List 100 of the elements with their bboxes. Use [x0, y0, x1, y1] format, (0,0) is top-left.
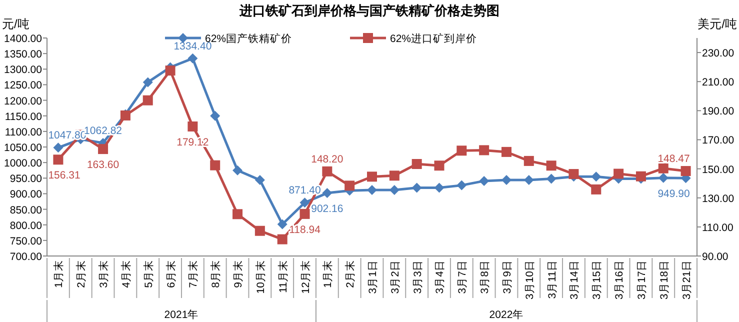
point	[412, 182, 422, 193]
x-tick-label: 10月末	[254, 260, 267, 294]
x-tick-label: 11月末	[276, 260, 290, 293]
point	[188, 53, 198, 64]
y-tick-label: 850.00	[10, 204, 42, 216]
point	[254, 226, 265, 236]
x-tick-label: 3月21日	[680, 260, 693, 300]
x-tick-label: 3月8日	[479, 260, 492, 294]
point	[434, 160, 444, 171]
legend-label: 62%国产铁精矿价	[205, 32, 292, 45]
text: 2022年	[489, 309, 524, 321]
y-tick-label: 1250.00	[4, 80, 42, 92]
x-tick-label: 3月15日	[591, 260, 604, 300]
x-tick-label: 3月1日	[367, 260, 379, 294]
y-tick-label: 1050.00	[4, 142, 42, 154]
point	[412, 159, 422, 170]
point	[680, 166, 691, 176]
point	[53, 154, 64, 165]
y2-tick-label: 90.00	[702, 251, 728, 263]
point	[367, 172, 377, 182]
x-tick-label: 3月7日	[456, 260, 469, 294]
y-tick-label: 1150.00	[4, 110, 42, 123]
point	[322, 188, 332, 198]
data-label: 148.47	[658, 153, 690, 166]
y-tick-label: 950.00	[10, 173, 42, 186]
x-tick-label: 3月3日	[412, 260, 424, 294]
data-label: 902.16	[311, 203, 344, 216]
x-tick-label: 3月10日	[524, 260, 536, 300]
point	[300, 208, 310, 219]
point	[456, 180, 467, 190]
x-tick-label: 1月末	[52, 260, 66, 288]
data-label: 163.60	[86, 159, 120, 172]
text: 2021年	[164, 309, 199, 321]
data-label: 156.31	[48, 170, 80, 182]
point	[546, 174, 556, 184]
point	[434, 182, 444, 193]
point	[232, 209, 243, 220]
point	[277, 234, 288, 244]
data-label: 148.20	[311, 153, 344, 166]
y-tick-label: 1100.00	[4, 126, 42, 138]
y2-axis-title: 美元/吨	[698, 17, 737, 31]
point	[300, 198, 310, 208]
point	[232, 165, 243, 176]
point	[501, 146, 512, 157]
point	[389, 184, 400, 195]
x-tick-label: 9月末	[232, 260, 245, 288]
point	[210, 160, 220, 170]
point	[142, 95, 153, 106]
x-tick-label: 3月16日	[614, 260, 626, 300]
x-tick-label: 8月末	[209, 260, 222, 288]
x-tick-label: 7月末	[186, 260, 200, 288]
y2-tick-label: 130.00	[702, 192, 734, 205]
x-tick-label: 3月9日	[501, 260, 514, 294]
point	[479, 145, 490, 156]
point	[165, 66, 176, 76]
x-tick-label: 12月末	[298, 260, 312, 294]
legend-label: 62%进口矿到岸价	[390, 32, 478, 45]
y2-tick-label: 150.00	[702, 164, 734, 176]
point	[479, 176, 490, 186]
x-tick-label: 1月末	[321, 260, 334, 288]
y-axis-title: 元/吨	[2, 17, 30, 31]
y-tick-label: 900.00	[10, 188, 42, 201]
point	[658, 163, 668, 174]
point	[456, 146, 467, 156]
point	[501, 175, 512, 186]
point	[142, 77, 153, 88]
y-tick-label: 1000.00	[4, 158, 42, 170]
y2-tick-label: 190.00	[702, 106, 734, 118]
chart-title: 进口铁矿石到岸价格与国产铁精矿价格走势图	[238, 3, 500, 18]
x-tick-label: 3月18日	[658, 260, 670, 300]
point	[277, 219, 288, 230]
y-tick-label: 1300.00	[4, 64, 42, 76]
y-tick-label: 1400.00	[4, 33, 42, 45]
x-tick-label: 3月4日	[434, 260, 446, 294]
point	[524, 175, 534, 186]
point	[636, 171, 646, 182]
point	[188, 121, 198, 132]
point	[344, 180, 355, 191]
point	[389, 170, 400, 181]
point	[322, 166, 332, 176]
point	[591, 172, 602, 182]
y-tick-label: 700.00	[10, 251, 42, 263]
x-tick-label: 3月17日	[636, 260, 648, 300]
y2-tick-label: 170.00	[702, 134, 734, 147]
point	[614, 168, 624, 179]
x-tick-label: 2月末	[344, 260, 357, 288]
point	[546, 160, 556, 171]
y2-tick-label: 230.00	[702, 48, 734, 60]
point	[658, 172, 668, 183]
x-tick-label: 2月末	[74, 260, 88, 288]
x-tick-label: 3月11日	[546, 260, 558, 299]
data-label: 949.90	[658, 188, 690, 200]
point	[367, 184, 377, 195]
point	[210, 110, 220, 121]
point	[591, 184, 602, 194]
point	[53, 142, 64, 153]
point	[568, 169, 579, 180]
y2-tick-label: 110.00	[702, 222, 734, 234]
y-tick-label: 1350.00	[4, 48, 42, 61]
x-tick-label: 3月末	[97, 260, 110, 288]
